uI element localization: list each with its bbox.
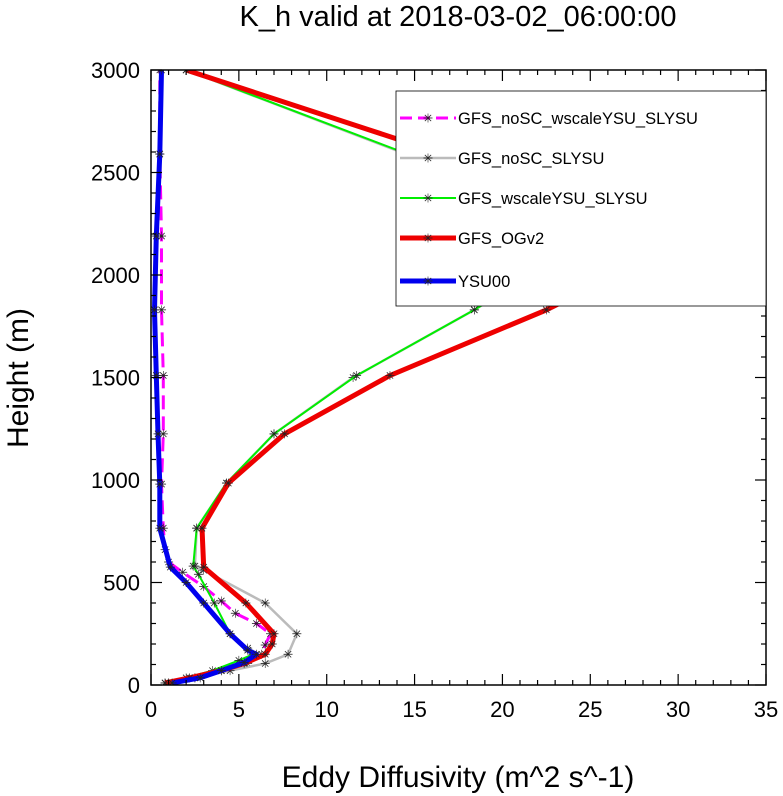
data-point — [151, 305, 160, 315]
legend-entry: GFS_wscaleYSU_SLYSU — [400, 190, 648, 208]
data-point — [197, 523, 207, 533]
y-tick-label: 1000 — [91, 468, 140, 493]
data-point — [155, 149, 165, 159]
x-tick-label: 0 — [145, 697, 157, 722]
legend-entry: YSU00 — [400, 273, 510, 291]
data-point — [267, 639, 277, 649]
x-tick-label: 35 — [754, 697, 778, 722]
legend-label: GFS_wscaleYSU_SLYSU — [458, 190, 648, 208]
data-point — [199, 598, 209, 608]
data-point — [188, 561, 198, 571]
legend-label: GFS_noSC_SLYSU — [458, 150, 604, 168]
data-point — [251, 619, 261, 628]
y-tick-label: 0 — [128, 673, 140, 698]
data-point — [283, 649, 293, 659]
ticks-layer: 0 5 10 15 20 25 30 35 0 500 1000 1500 2000 2500 3000 — [91, 58, 778, 722]
series-GFS_noSC_wscaleYSU_SLYSU — [155, 70, 275, 685]
data-point — [151, 370, 161, 380]
data-point — [230, 608, 240, 618]
data-point — [260, 649, 270, 659]
data-point — [178, 567, 188, 577]
data-point — [199, 562, 209, 572]
legend-entry: GFS_OGv2 — [400, 230, 544, 248]
legend: GFS_noSC_wscaleYSU_SLYSU GFS_noSC_SLYSU GF… — [395, 90, 767, 307]
data-point — [239, 657, 249, 667]
y-tick-label: 3000 — [91, 58, 140, 83]
data-point — [469, 305, 479, 315]
x-tick-label: 25 — [578, 697, 602, 722]
series-line — [152, 70, 259, 685]
data-point — [423, 153, 433, 163]
data-point — [209, 598, 219, 608]
legend-entry: GFS_noSC_SLYSU — [400, 150, 604, 168]
data-point — [155, 523, 165, 533]
data-point — [216, 666, 226, 676]
x-tick-label: 30 — [666, 697, 690, 722]
data-point — [541, 305, 551, 315]
data-point — [157, 70, 167, 75]
x-tick-label: 10 — [314, 697, 338, 722]
data-point — [269, 429, 279, 439]
data-point — [385, 370, 395, 380]
data-point — [423, 276, 433, 286]
series-line — [158, 70, 272, 685]
x-tick-label: 15 — [402, 697, 426, 722]
chart-title: K_h valid at 2018-03-02_06:00:00 — [240, 1, 677, 33]
data-point — [165, 562, 175, 572]
data-point — [157, 231, 167, 241]
data-point — [260, 598, 270, 608]
series-YSU00 — [151, 70, 261, 685]
data-point — [352, 370, 362, 380]
legend-label: GFS_noSC_wscaleYSU_SLYSU — [458, 110, 698, 128]
data-point — [292, 629, 302, 639]
y-axis-title: Height (m) — [2, 308, 35, 448]
data-point — [155, 479, 165, 489]
data-point — [423, 113, 433, 123]
data-point — [423, 233, 433, 243]
data-point — [195, 673, 205, 683]
legend-entry: GFS_noSC_wscaleYSU_SLYSU — [400, 110, 698, 128]
data-point — [181, 578, 191, 587]
x-tick-label: 5 — [233, 697, 245, 722]
y-tick-label: 2500 — [91, 161, 140, 186]
data-point — [280, 429, 290, 439]
data-point — [243, 645, 253, 655]
x-tick-label: 20 — [490, 697, 514, 722]
data-point — [269, 629, 279, 639]
data-point — [193, 569, 203, 579]
y-tick-label: 2000 — [91, 263, 140, 288]
data-point — [251, 649, 261, 659]
data-point — [153, 429, 163, 439]
data-point — [223, 478, 233, 488]
y-tick-label: 500 — [103, 571, 140, 596]
x-axis-title: Eddy Diffusivity (m^2 s^-1) — [282, 761, 635, 794]
y-tick-label: 1500 — [91, 366, 140, 391]
legend-box — [395, 90, 767, 307]
data-point — [225, 629, 235, 639]
data-point — [260, 658, 270, 668]
data-point — [216, 596, 226, 606]
data-point — [241, 598, 251, 608]
legend-label: GFS_OGv2 — [458, 230, 544, 248]
data-point — [423, 193, 433, 203]
data-point — [151, 231, 161, 241]
legend-label: YSU00 — [458, 273, 510, 291]
